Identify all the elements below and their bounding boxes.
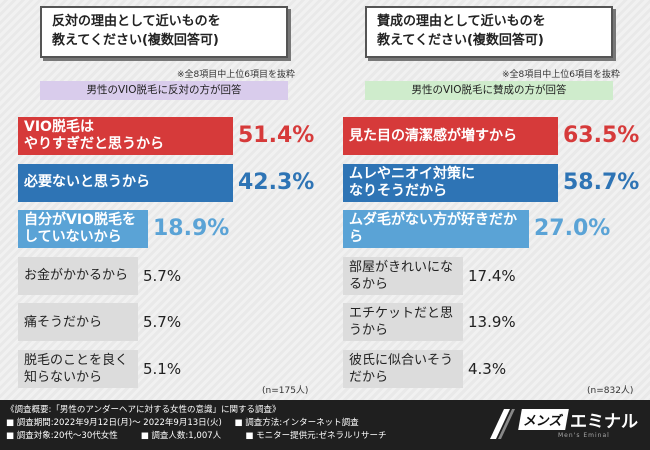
for-title: 賛成の理由として近いものを 教えてください(複数回答可) (365, 6, 613, 58)
bar-label: 彼氏に似合いそうだから (349, 352, 457, 386)
bar-label-line: ムレやニオイ対策に (349, 165, 475, 182)
value-label: 17.4% (468, 266, 516, 285)
bar-label: エチケットだと思うから (349, 305, 457, 339)
bar-label-line: エチケットだと思うから (349, 306, 454, 338)
bar-label-line: 見た目の清潔感が増すから (349, 127, 517, 144)
against-title: 反対の理由として近いものを 教えてください(複数回答可) (40, 6, 288, 58)
value-label: 51.4% (238, 123, 315, 148)
survey-row1: ■ 調査期間:2022年9月12日(月)〜 2022年9月13日(火) ■ 調査… (6, 417, 644, 430)
bar-label-line: していないから (24, 229, 122, 245)
for-panel: 賛成の理由として近いものを 教えてください(複数回答可) ※全8項目中上位6項目… (325, 0, 650, 400)
bar-label-line: 彼氏に似合いそうだから (349, 352, 454, 385)
value-label: 63.5% (563, 123, 640, 148)
bar-3: 自分がVIO脱毛を していないから (18, 210, 148, 248)
for-respondent-label: 男性のVIO脱毛に賛成の方が回答 (365, 81, 613, 100)
bar-label-line: 痛そうだから (24, 314, 103, 330)
bar-2: 必要ないと思うから (18, 163, 233, 202)
bar-label: 見た目の清潔感が増すから (349, 128, 517, 145)
bar-label: 必要ないと思うから (24, 174, 150, 191)
value-label: 4.3% (468, 359, 507, 378)
bar-label: 痛そうだから (24, 314, 102, 331)
bar-label-line: お金がかかるから (24, 268, 129, 283)
for-sample-size: (n=832人) (587, 386, 634, 396)
survey-count: ■ 調査人数:1,007人 (140, 431, 222, 441)
bar-label-line: ムダ毛がない方が好きだから (349, 212, 517, 245)
bar-label-line: 脱毛のことを良く知らないから (24, 352, 129, 385)
bar-label: ムレやニオイ対策に なりそうだから (349, 166, 475, 200)
value-label: 5.7% (143, 313, 182, 331)
for-note: ※全8項目中上位6項目を抜粋 (502, 70, 620, 80)
value-label: 13.9% (468, 313, 516, 331)
bar-1: VIO脱毛は やりすぎだと思うから (18, 117, 233, 155)
survey-row2: ■ 調査対象:20代〜30代女性 ■ 調査人数:1,007人 ■ モニター提供元… (6, 430, 644, 443)
mens-eminal-logo: メンズ エミナル Men's Eminal (488, 405, 638, 445)
bar-label-line: 自分がVIO脱毛を (24, 212, 136, 228)
against-title-line1: 反対の理由として近いものを (52, 14, 221, 29)
against-sample-size: (n=175人) (262, 386, 309, 396)
bar-label: 自分がVIO脱毛を していないから (24, 212, 136, 246)
against-note: ※全8項目中上位6項目を抜粋 (177, 70, 295, 80)
bar-label: お金がかかるから (24, 267, 128, 284)
bar-5: 痛そうだから (18, 303, 138, 341)
bar-3: ムダ毛がない方が好きだから (343, 210, 529, 248)
logo-eminal: エミナル (570, 412, 638, 432)
bar-4: お金がかかるから (18, 256, 138, 295)
survey-footer: 《調査概要:「男性のアンダーヘアに対する女性の意識」に関する調査》 ■ 調査期間… (0, 400, 650, 450)
against-title-line2: 教えてください(複数回答可) (52, 33, 219, 48)
survey-period: ■ 調査期間:2022年9月12日(月)〜 2022年9月13日(火) (6, 418, 222, 428)
survey-target: ■ 調査対象:20代〜30代女性 (6, 431, 118, 441)
bar-5: エチケットだと思うから (343, 303, 463, 341)
survey-title: 《調査概要:「男性のアンダーヘアに対する女性の意識」に関する調査》 (6, 405, 281, 415)
bar-label: 部屋がきれいになるから (349, 259, 457, 293)
survey-provider: ■ モニター提供元:ゼネラルリサーチ (245, 431, 387, 441)
logo-mens: メンズ (518, 409, 569, 430)
bar-1: 見た目の清潔感が増すから (343, 117, 558, 155)
logo-subtitle: Men's Eminal (558, 432, 610, 439)
bar-label-line: やりすぎだと思うから (24, 136, 164, 152)
bar-label-line: なりそうだから (349, 182, 447, 199)
bar-6: 脱毛のことを良く知らないから (18, 349, 138, 388)
value-label: 27.0% (534, 216, 611, 241)
bar-label-line: 必要ないと思うから (24, 174, 150, 190)
bar-label: VIO脱毛は やりすぎだと思うから (24, 119, 164, 153)
for-title-line1: 賛成の理由として近いものを (377, 14, 546, 29)
bar-label: ムダ毛がない方が好きだから (349, 212, 523, 246)
against-respondent-label: 男性のVIO脱毛に反対の方が回答 (40, 81, 288, 100)
against-panel: 反対の理由として近いものを 教えてください(複数回答可) ※全8項目中上位6項目… (0, 0, 325, 400)
bar-4: 部屋がきれいになるから (343, 256, 463, 295)
value-label: 5.7% (143, 266, 182, 285)
bar-label-line: VIO脱毛は (24, 119, 94, 135)
bar-6: 彼氏に似合いそうだから (343, 349, 463, 388)
value-label: 42.3% (238, 169, 315, 195)
survey-method: ■ 調査方法:インターネット調査 (234, 418, 359, 428)
value-label: 58.7% (563, 169, 640, 195)
bar-2: ムレやニオイ対策に なりそうだから (343, 163, 558, 202)
for-title-line2: 教えてください(複数回答可) (377, 33, 544, 48)
bar-label: 脱毛のことを良く知らないから (24, 352, 132, 386)
bar-label-line: 部屋がきれいになるから (349, 259, 454, 292)
value-label: 5.1% (143, 359, 182, 378)
value-label: 18.9% (153, 216, 230, 241)
logo-mark-icon (490, 409, 515, 439)
